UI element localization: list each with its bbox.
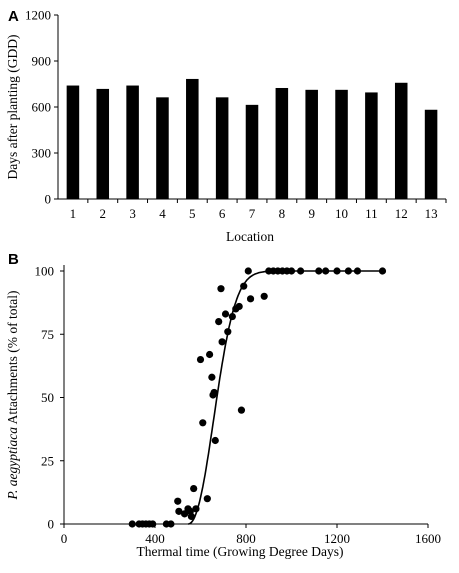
- data-point: [203, 495, 211, 503]
- panel-a-y-tick-label: 300: [32, 146, 52, 161]
- bar-location-3: [126, 85, 139, 199]
- panel-b-points: [128, 267, 387, 528]
- panel-a-x-tick-label: 8: [279, 206, 286, 221]
- panel-a-x-tick-label: 1: [70, 206, 77, 221]
- panel-b-x-axis-label: Thermal time (Growing Degree Days): [137, 544, 344, 559]
- panel-a-x-tick-label: 4: [159, 206, 166, 221]
- panel-a-x-tick-label: 6: [219, 206, 226, 221]
- panel-a-y-ticks: 0 300 600 900 1200: [25, 8, 58, 207]
- panel-a-x-tick-label: 3: [129, 206, 136, 221]
- data-point: [217, 285, 225, 293]
- data-point: [174, 497, 182, 505]
- data-point: [215, 318, 223, 326]
- data-point: [128, 520, 136, 528]
- data-point: [240, 282, 248, 290]
- panel-a-x-tick-label: 7: [249, 206, 256, 221]
- data-point: [228, 312, 236, 321]
- panel-b-y-tick-label: 25: [41, 453, 54, 468]
- bar-location-13: [424, 109, 438, 199]
- panel-b-y-tick-label: 75: [41, 327, 54, 342]
- data-point: [187, 512, 195, 521]
- panel-a-y-axis-label: Days after planting (GDD): [5, 34, 20, 179]
- bar-location-8: [275, 87, 289, 199]
- data-point: [235, 302, 243, 311]
- data-point: [246, 295, 255, 303]
- data-point: [206, 350, 214, 359]
- panel-b-x-tick-label: 1600: [415, 531, 441, 546]
- panel-a-x-tick-label: 2: [100, 206, 107, 221]
- bar-location-11: [365, 92, 378, 199]
- panel-b-y-axis-label: P. aegyptiaca Attachments (% of total): [5, 291, 20, 501]
- data-point: [180, 510, 189, 518]
- data-point: [353, 267, 362, 275]
- panel-b-x-ticks: 0 400 800 1200 1600: [61, 524, 441, 546]
- panel-a-x-ticks: 1 2 3 4 5 6 7 8 9 10 11 12 13: [70, 199, 447, 221]
- panel-b-x-tick-label: 1200: [324, 531, 350, 546]
- bar-location-4: [156, 97, 169, 199]
- data-point: [208, 373, 216, 381]
- panel-a-label: A: [8, 8, 19, 25]
- data-point: [244, 267, 252, 275]
- panel-b-label: B: [8, 251, 19, 268]
- bar-location-6: [215, 97, 229, 199]
- panel-b-y-axis-label-rest: Attachments (% of total): [5, 291, 20, 427]
- panel-b-y-ticks: 0 25 50 75 100: [35, 264, 64, 532]
- panel-a-y-tick-label: 1200: [25, 8, 51, 23]
- panel-a-y-tick-label: 0: [45, 192, 52, 207]
- data-point: [224, 328, 232, 336]
- data-point: [196, 355, 205, 364]
- bar-location-9: [305, 89, 318, 199]
- panel-b-x-tick-label: 400: [145, 531, 165, 546]
- data-point: [211, 436, 219, 445]
- data-point: [297, 267, 305, 275]
- data-point: [378, 267, 387, 275]
- panel-a-x-tick-label: 12: [395, 206, 408, 221]
- panel-b-x-tick-label: 800: [236, 531, 256, 546]
- bar-location-2: [96, 88, 110, 199]
- panel-a-x-tick-label: 13: [425, 206, 438, 221]
- bar-location-12: [394, 82, 408, 199]
- data-point: [175, 507, 183, 515]
- panel-a-x-tick-label: 9: [308, 206, 315, 221]
- panel-a-y-tick-label: 600: [32, 100, 52, 115]
- bar-location-7: [245, 104, 259, 199]
- data-point: [218, 338, 226, 346]
- data-point: [315, 267, 323, 275]
- data-point: [199, 419, 207, 427]
- panel-b-y-tick-label: 0: [48, 517, 55, 532]
- data-point: [192, 505, 200, 513]
- data-point: [210, 388, 218, 397]
- data-point: [344, 267, 352, 275]
- bar-location-1: [66, 85, 80, 199]
- data-point: [190, 484, 198, 493]
- data-point: [287, 267, 296, 275]
- panel-b-fit-curve: [187, 270, 383, 525]
- panel-a-y-tick-label: 900: [32, 54, 52, 69]
- panel-a-x-axis-label: Location: [226, 229, 274, 244]
- data-point: [333, 267, 341, 275]
- panel-a-bars: [66, 78, 438, 199]
- bar-location-5: [186, 78, 199, 199]
- data-point: [221, 310, 230, 318]
- panel-a-x-tick-label: 11: [365, 206, 378, 221]
- panel-b-y-axis-label-species: P. aegyptiaca: [5, 427, 20, 501]
- data-point: [149, 520, 157, 528]
- panel-a-x-tick-label: 5: [189, 206, 196, 221]
- panel-b-x-tick-label: 0: [61, 531, 68, 546]
- data-point: [322, 267, 330, 275]
- data-point: [167, 520, 175, 528]
- panel-a-x-tick-label: 10: [335, 206, 348, 221]
- panel-b-y-tick-label: 100: [35, 264, 55, 279]
- bar-location-10: [335, 89, 348, 199]
- data-point: [260, 292, 268, 300]
- panel-b-y-tick-label: 50: [41, 390, 54, 405]
- panel-a: A Days after planting (GDD) Location 030…: [5, 8, 447, 244]
- data-point: [237, 406, 246, 414]
- panel-b: B P. aegyptiaca Attachments (% of total)…: [5, 251, 441, 559]
